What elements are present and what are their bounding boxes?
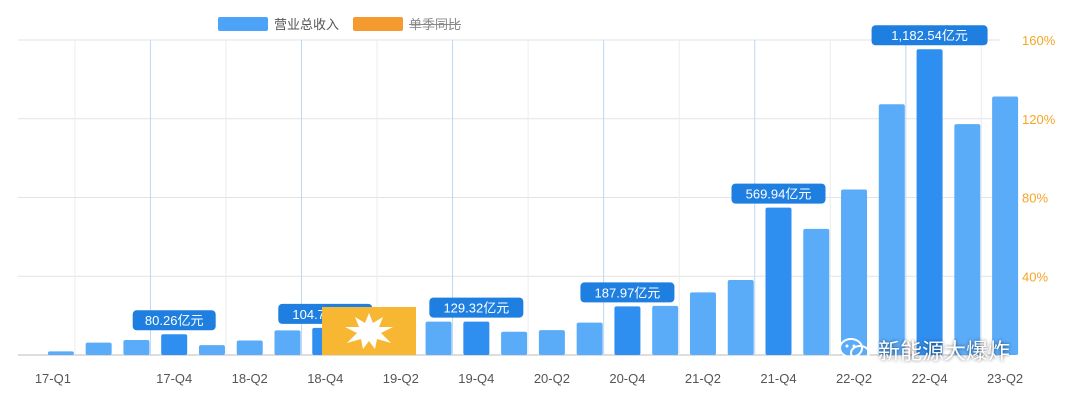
y-right-tick-label: 160% [1022, 33, 1056, 48]
bar-18-Q2 [236, 340, 263, 355]
x-tick-label: 20-Q2 [534, 371, 570, 386]
x-tick-label: 21-Q4 [760, 371, 796, 386]
bar-17-Q1 [47, 351, 74, 355]
data-label-bg [132, 310, 216, 331]
bar-22-Q1 [803, 228, 830, 355]
bar-23-Q1 [954, 124, 981, 355]
x-tick-label: 22-Q4 [912, 371, 948, 386]
legend-swatch-yoy [353, 16, 404, 31]
burst-badge-image [322, 307, 416, 355]
bar-20-Q1 [501, 331, 528, 355]
data-label-bg [580, 282, 675, 303]
bar-18-Q3 [274, 330, 301, 355]
watermark-text: 新能源大爆炸 [878, 339, 1011, 364]
data-label: 1,182.54亿元 [891, 28, 968, 43]
x-tick-label: 18-Q4 [307, 371, 343, 386]
data-label-bg [871, 25, 988, 46]
data-label: 187.97亿元 [595, 285, 661, 300]
chart-legend: 营业总收入 单季同比 [218, 14, 461, 33]
bar-23-Q2 [992, 96, 1019, 355]
data-label: 569.94亿元 [746, 187, 812, 202]
x-tick-label: 20-Q4 [609, 371, 645, 386]
legend-label-yoy: 单季同比 [409, 17, 462, 32]
bar-17-Q2 [85, 342, 112, 355]
bar-21-Q4 [765, 207, 792, 355]
bar-22-Q2 [841, 189, 868, 355]
bar-21-Q2 [689, 292, 716, 355]
bar-19-Q3 [425, 321, 452, 355]
x-tick-label: 18-Q2 [232, 371, 268, 386]
x-tick-label: 19-Q2 [383, 371, 419, 386]
x-tick-label: 22-Q2 [836, 371, 872, 386]
legend-label-revenue: 营业总收入 [274, 17, 340, 32]
bar-20-Q2 [538, 330, 565, 355]
bar-21-Q3 [727, 280, 754, 355]
legend-item-yoy[interactable]: 单季同比 [353, 14, 461, 33]
y-right-tick-label: 40% [1022, 269, 1048, 284]
data-label-bg [731, 183, 826, 204]
data-label: 80.26亿元 [145, 313, 204, 328]
bar-20-Q4 [614, 306, 641, 355]
y-right-tick-label: 80% [1022, 191, 1048, 206]
bar-17-Q4 [161, 334, 188, 355]
legend-item-revenue[interactable]: 营业总收入 [218, 14, 339, 33]
bar-18-Q1 [198, 345, 225, 355]
bar-22-Q4 [916, 49, 943, 355]
x-tick-label: 23-Q2 [987, 371, 1023, 386]
bar-21-Q1 [652, 305, 679, 355]
x-tick-label: 19-Q4 [458, 371, 494, 386]
legend-swatch-revenue [218, 16, 268, 31]
bar-20-Q3 [576, 322, 603, 355]
watermark: 新能源大爆炸 [838, 334, 1010, 366]
x-tick-label: 17-Q4 [156, 371, 192, 386]
bar-17-Q3 [123, 340, 150, 355]
bar-22-Q3 [878, 104, 905, 356]
data-label-bg [429, 297, 524, 318]
data-label: 129.32亿元 [443, 301, 509, 316]
bar-19-Q4 [463, 321, 490, 355]
x-tick-label: 21-Q2 [685, 371, 721, 386]
x-tick-label: 17-Q1 [35, 371, 71, 386]
burst-icon [345, 313, 393, 349]
wechat-icon [839, 338, 870, 361]
y-right-tick-label: 120% [1022, 112, 1056, 127]
